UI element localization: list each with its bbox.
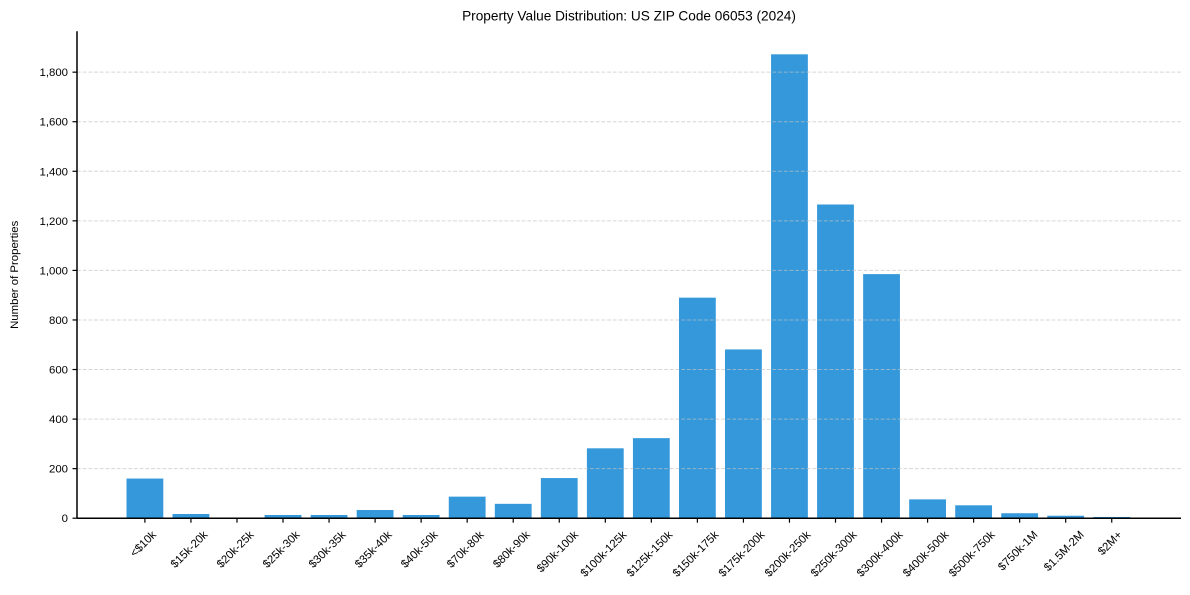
svg-text:Number of Properties: Number of Properties — [9, 220, 21, 329]
svg-text:1,800: 1,800 — [39, 67, 68, 79]
svg-text:Property Value Distribution: U: Property Value Distribution: US ZIP Code… — [462, 8, 796, 23]
svg-text:800: 800 — [49, 315, 68, 327]
svg-text:600: 600 — [49, 365, 68, 377]
svg-text:0: 0 — [62, 513, 68, 525]
svg-text:1,400: 1,400 — [39, 166, 68, 178]
svg-text:200: 200 — [49, 464, 68, 476]
svg-text:400: 400 — [49, 414, 68, 426]
svg-text:1,600: 1,600 — [39, 117, 68, 129]
svg-text:1,000: 1,000 — [39, 265, 68, 277]
svg-text:1,200: 1,200 — [39, 216, 68, 228]
